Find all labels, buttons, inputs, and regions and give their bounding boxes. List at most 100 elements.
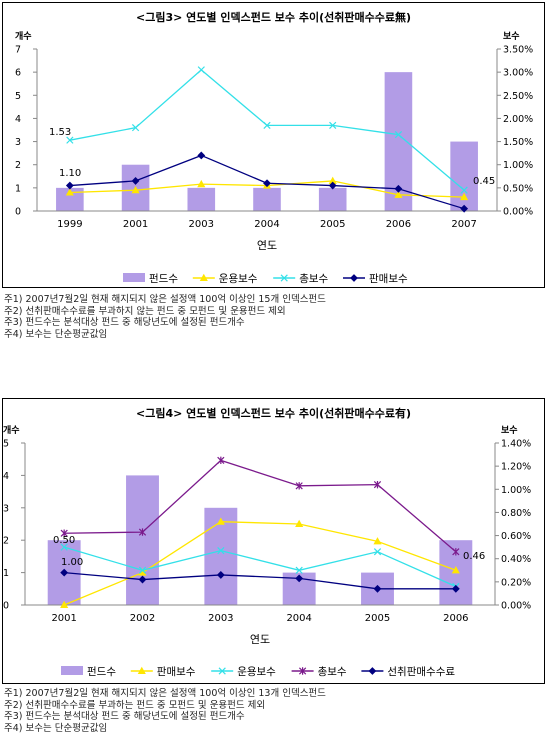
x-tick-label: 2005 <box>365 613 390 624</box>
y-tick-label-right: 0.80% <box>501 508 531 519</box>
point-운용보수-2004 <box>295 566 303 574</box>
point-총보수-2006 <box>452 548 460 556</box>
y-tick-label-left: 2 <box>15 160 21 171</box>
point-판매보수-1999 <box>65 181 74 190</box>
legend-label-판매보수: 판매보수 <box>369 273 408 285</box>
y-tick-label-right: 2.00% <box>503 114 533 125</box>
note-line: 주4) 보수는 단순평균값임 <box>4 328 108 340</box>
y-tick-label-right: 1.20% <box>501 462 531 473</box>
point-판매보수-2004 <box>263 179 271 188</box>
y-tick-label-right: 3.00% <box>503 68 533 79</box>
legend-item: 총보수 <box>273 273 329 285</box>
y-tick-label-right: 0.20% <box>501 577 531 588</box>
point-운용보수-2002 <box>138 566 147 574</box>
point-판매보수-2007 <box>460 204 469 213</box>
legend-swatch-펀드수 <box>123 273 145 282</box>
data-label: 1.53 <box>49 127 71 138</box>
legend-item: 운용보수 <box>192 273 258 285</box>
legend-label-총보수: 총보수 <box>299 273 328 285</box>
y-axis-left-title: 개수 <box>15 30 32 42</box>
y-tick-label-right: 0.50% <box>503 183 533 194</box>
note-line: 주1) 2007년7월2일 현재 해지되지 않은 설정액 100억 이상인 15… <box>4 294 326 305</box>
series-line-선취판매수수료 <box>64 571 456 590</box>
legend-label-펀드수: 펀드수 <box>87 666 116 678</box>
chart-2-plot: 개수 보수 0 1 2 3 4 5 0.00% 0.20% 0.40% 0.60% 0.80% 1.00%… <box>3 424 531 678</box>
chart-1-notes: 주1) 2007년7월2일 현재 해지되지 않은 설정액 100억 이상인 15… <box>4 294 326 340</box>
y-tick-label-left: 0 <box>3 601 9 612</box>
point-총보수-2003 <box>217 456 225 465</box>
point-선취판매수수료-2001 <box>60 568 69 577</box>
legend-item: 펀드수 <box>61 666 116 678</box>
y-tick-label-left: 2 <box>3 536 9 547</box>
x-tick-label: 2007 <box>451 219 476 230</box>
bar-2005 <box>318 187 347 211</box>
note-line: 주3) 펀드수는 분석대상 펀드 중 해당년도에 설정된 펀드개수 <box>4 317 245 328</box>
x-tick-label: 2003 <box>208 613 233 624</box>
y-tick-label-left: 5 <box>15 91 21 102</box>
y-tick-label-left: 7 <box>15 45 21 56</box>
y-tick-label-left: 6 <box>15 68 21 79</box>
legend-marker-총보수 <box>298 667 307 675</box>
legend-label-선취판매수수료: 선취판매수수료 <box>387 666 455 678</box>
point-총보수-2004 <box>295 482 303 490</box>
note-line: 주1) 2007년7월2일 현재 해지되지 않은 설정액 100억 이상인 13… <box>4 688 326 699</box>
legend-item: 판매보수 <box>343 273 408 285</box>
bar-2003 <box>187 187 216 211</box>
point-선취판매수수료-2004 <box>295 574 304 583</box>
data-label: 0.50 <box>53 535 75 546</box>
legend-swatch-펀드수 <box>61 666 83 675</box>
point-운용보수-2001 <box>131 185 140 194</box>
x-tick-label: 2004 <box>254 219 279 230</box>
y-tick-label-right: 1.40% <box>501 439 531 450</box>
legend-marker-판매보수 <box>137 666 146 675</box>
point-운용보수-2006 <box>394 190 403 198</box>
chart-title: <그림3> 연도별 인덱스펀드 보수 추이(선취판매수수료無) <box>136 11 411 24</box>
point-운용보수-1999 <box>65 188 74 196</box>
chart-panel-2: <그림4> 연도별 인덱스펀드 보수 추이(선취판매수수료有) 개수 보수 0 1 2 3… <box>2 398 545 684</box>
point-판매보수-2005 <box>328 181 337 190</box>
bar-2004 <box>253 187 281 211</box>
x-tick-label: 2003 <box>189 219 214 230</box>
y-tick-label-right: 0.00% <box>503 207 533 218</box>
series-line-운용보수 <box>63 546 457 588</box>
x-tick-label: 2001 <box>123 219 148 230</box>
legend-label-펀드수: 펀드수 <box>149 273 178 285</box>
point-선취판매수수료-2005 <box>373 584 382 593</box>
legend-item: 운용보수 <box>211 666 276 678</box>
note-line: 주2) 선취판매수수료를 부과하지 않는 펀드 중 모펀드 및 운용펀드 제외 <box>4 305 286 317</box>
chart-1-plot: 개수 보수 0 1 2 3 4 5 6 7 0.00% 0.50% 1.00% 1.50% 2.00% 2.5… <box>15 30 533 285</box>
point-총보수-1999 <box>66 136 74 144</box>
y-axis-right-title: 보수 <box>503 31 520 42</box>
point-판매보수-2006 <box>451 566 460 574</box>
x-axis-title: 연도 <box>257 239 277 252</box>
y-tick-label-left: 4 <box>15 114 21 125</box>
chart-2-notes: 주1) 2007년7월2일 현재 해지되지 않은 설정액 100억 이상인 13… <box>4 688 326 734</box>
point-총보수-2001 <box>60 529 68 537</box>
series-line-총보수 <box>64 459 457 553</box>
y-tick-label-left: 3 <box>15 137 21 148</box>
point-운용보수-2005 <box>373 548 382 556</box>
y-tick-label-right: 0.40% <box>501 554 531 565</box>
point-총보수-2005 <box>373 480 382 489</box>
point-총보수-2006 <box>394 131 403 139</box>
note-line: 주2) 선취판매수수료를 부과하는 펀드 중 모펀드 및 운용펀드 제외 <box>4 699 266 711</box>
legend-marker-선취판매수수료 <box>368 667 377 675</box>
point-판매보수-2001 <box>131 177 140 185</box>
y-tick-label-left: 1 <box>3 568 9 579</box>
point-판매보수-2003 <box>216 517 225 525</box>
note-line: 주3) 펀드수는 분석대상 펀드 중 해당년도에 설정된 펀드개수 <box>4 711 245 722</box>
legend-marker-운용보수 <box>199 273 208 282</box>
bar-2002 <box>126 475 159 605</box>
point-선취판매수수료-2002 <box>138 575 147 584</box>
y-tick-label-left: 4 <box>3 471 9 482</box>
data-label: 0.46 <box>463 551 485 562</box>
legend-marker-운용보수 <box>218 667 226 675</box>
y-tick-label-right: 1.50% <box>503 137 533 148</box>
y-tick-label-left: 3 <box>3 503 9 514</box>
y-tick-label-right: 3.50% <box>503 45 533 56</box>
y-tick-label-right: 1.00% <box>503 160 533 171</box>
point-선취판매수수료-2006 <box>451 584 460 593</box>
point-판매보수-2005 <box>373 537 382 545</box>
x-tick-label: 2002 <box>130 613 155 624</box>
point-총보수-2001 <box>131 124 140 132</box>
